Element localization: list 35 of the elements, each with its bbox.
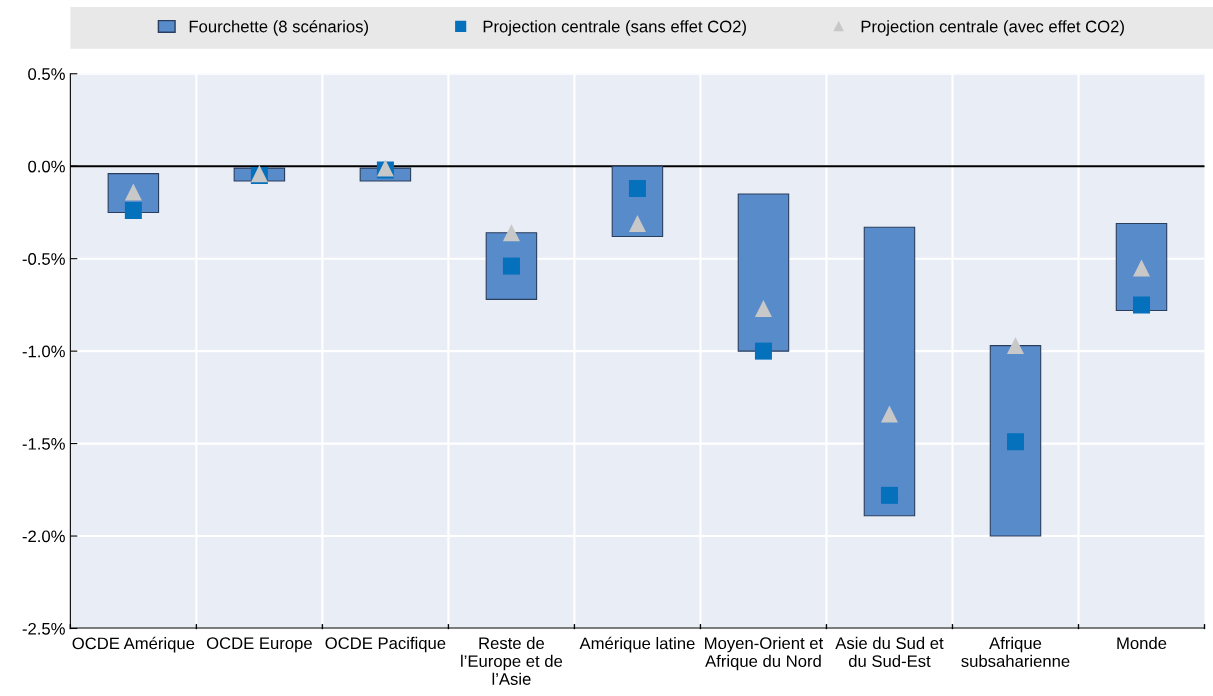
legend-label: Fourchette (8 scénarios) (189, 19, 369, 36)
bar (737, 193, 790, 352)
x-tick-label: OCDE Europe (206, 637, 312, 653)
legend-label: Projection centrale (sans effet CO2) (483, 20, 746, 36)
point (754, 300, 772, 318)
point (1132, 259, 1151, 277)
point (124, 202, 142, 220)
point (628, 215, 646, 233)
bar (1115, 222, 1168, 312)
point (880, 486, 898, 504)
x-tick-label: Asie du Sud et du Sud-Est (835, 636, 944, 668)
point (1006, 433, 1024, 451)
point (628, 179, 646, 197)
x-tick-label: OCDE Pacifique (325, 636, 446, 653)
point (1006, 337, 1024, 355)
point (1132, 296, 1151, 314)
point (502, 224, 520, 242)
bar (863, 226, 916, 517)
x-tick-label: Reste de l’Europe et de l’Asie (461, 636, 563, 685)
legend-label: Projection centrale (avec effet CO2) (861, 20, 1124, 36)
y-tick-label: 0.0% (28, 160, 65, 173)
y-tick-label: -1.5% (22, 438, 65, 450)
y-tick-label: 0.5% (28, 68, 65, 80)
y-tick-label: -0.5% (22, 253, 65, 265)
bar (989, 345, 1042, 537)
point (754, 342, 772, 360)
x-tick-label: Afrique subsaharienne (961, 636, 1070, 668)
x-tick-label: OCDE Amérique (72, 636, 195, 653)
point (880, 405, 898, 423)
x-tick-label: Moyen-Orient et Afrique du Nord (705, 636, 824, 671)
x-tick-label: Amérique latine (579, 636, 695, 653)
y-tick-label: -2.0% (22, 530, 65, 543)
x-tick-label: Monde (1117, 636, 1167, 650)
y-tick-label: -1.0% (22, 345, 65, 358)
y-tick-label: -2.5% (22, 622, 65, 635)
